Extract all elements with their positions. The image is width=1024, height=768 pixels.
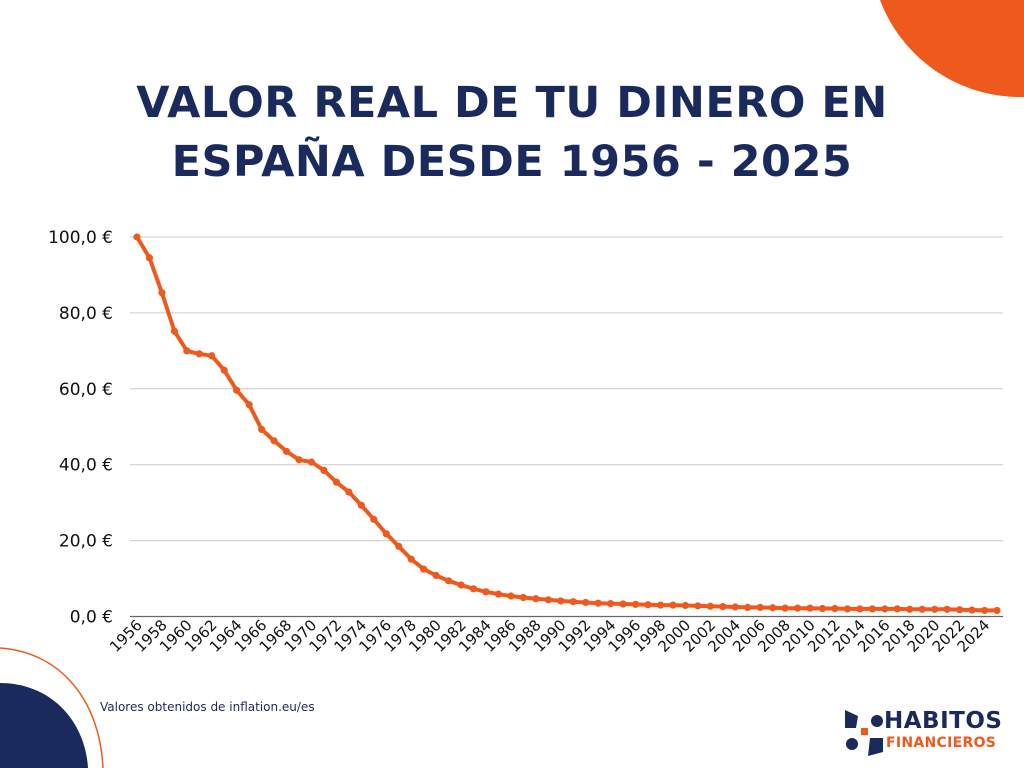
data-point	[145, 254, 154, 262]
data-point	[756, 603, 764, 611]
data-point	[295, 456, 303, 464]
data-point	[993, 606, 1001, 615]
data-point	[831, 604, 839, 613]
data-point	[968, 606, 976, 614]
data-point	[569, 598, 577, 606]
logo-text-1: HABITOS	[884, 708, 1003, 734]
title-line-2: ESPAÑA DESDE 1956 - 2025	[171, 137, 853, 187]
data-point	[856, 605, 864, 613]
y-tick-label: 100,0 €	[48, 228, 113, 248]
corner-decoration-bottom-left	[0, 683, 88, 768]
data-point	[719, 603, 727, 611]
data-point	[208, 352, 216, 360]
data-point	[133, 233, 141, 241]
data-point	[731, 603, 739, 611]
data-point	[494, 590, 503, 598]
data-point	[868, 605, 876, 613]
data-point	[282, 447, 291, 456]
source-note: Valores obtenidos de inflation.eu/es	[100, 700, 315, 714]
data-point	[744, 603, 752, 611]
data-point	[532, 595, 540, 603]
data-point	[457, 581, 465, 589]
logo: HABITOS FINANCIEROS	[842, 708, 1022, 758]
corner-arc-line	[0, 647, 104, 768]
data-point	[183, 347, 191, 355]
data-point	[482, 588, 490, 596]
data-point	[320, 466, 328, 474]
data-point	[956, 606, 964, 614]
data-point	[469, 585, 478, 593]
y-tick-label: 20,0 €	[59, 532, 113, 552]
data-point	[906, 605, 914, 613]
data-point	[582, 598, 590, 607]
data-point	[370, 515, 378, 523]
data-point	[843, 605, 852, 613]
data-point	[395, 542, 403, 550]
data-point	[943, 605, 951, 613]
data-point	[594, 599, 602, 607]
data-point	[931, 605, 939, 613]
data-point	[706, 602, 714, 610]
y-tick-label: 60,0 €	[59, 380, 113, 400]
data-point	[557, 597, 565, 605]
data-point	[519, 593, 527, 602]
data-point	[420, 565, 428, 573]
data-point	[644, 601, 652, 609]
data-point	[245, 401, 253, 409]
data-point	[258, 425, 266, 434]
series-line	[135, 235, 997, 613]
data-point	[781, 604, 789, 612]
data-point	[806, 604, 814, 612]
data-point	[332, 478, 341, 486]
data-point	[681, 601, 690, 610]
data-point	[881, 605, 889, 613]
y-axis-ticks: 0,0 € 20,0 € 40,0 € 60,0 € 80,0 € 100,0 €	[48, 228, 113, 628]
data-point	[357, 501, 365, 509]
data-point	[769, 604, 777, 612]
series-points	[133, 233, 1001, 615]
data-point	[170, 327, 178, 335]
logo-mark-icon	[845, 710, 883, 756]
logo-text-2: FINANCIEROS	[886, 735, 997, 751]
data-point	[818, 604, 827, 613]
data-point	[694, 602, 702, 610]
x-axis-ticks: 1956195819601962196419661968197019721974…	[106, 616, 993, 656]
data-point	[544, 596, 552, 604]
data-point	[307, 458, 316, 466]
data-point	[233, 386, 241, 394]
data-point	[382, 530, 390, 538]
data-point	[444, 577, 453, 585]
data-point	[631, 600, 640, 608]
data-point	[980, 606, 989, 615]
data-point	[793, 604, 802, 612]
data-point	[158, 289, 166, 297]
y-tick-label: 80,0 €	[59, 304, 113, 324]
title-line-1: VALOR REAL DE TU DINERO EN	[136, 78, 888, 128]
data-point	[507, 592, 515, 600]
data-point	[220, 366, 228, 374]
data-point	[407, 555, 415, 563]
data-point	[619, 600, 627, 608]
data-point	[345, 488, 353, 496]
y-tick-label: 0,0 €	[70, 608, 113, 628]
gridlines	[130, 236, 1003, 542]
data-point	[893, 605, 901, 613]
data-point	[432, 571, 440, 580]
corner-decoration-top-right	[880, 0, 1024, 98]
data-point	[669, 601, 677, 609]
data-point	[656, 601, 665, 609]
data-point	[195, 350, 203, 358]
data-point	[918, 605, 926, 613]
data-point	[607, 599, 615, 608]
chart-title: VALOR REAL DE TU DINERO EN ESPAÑA DESDE …	[0, 74, 1024, 192]
y-tick-label: 40,0 €	[59, 456, 113, 476]
data-point	[270, 437, 278, 445]
